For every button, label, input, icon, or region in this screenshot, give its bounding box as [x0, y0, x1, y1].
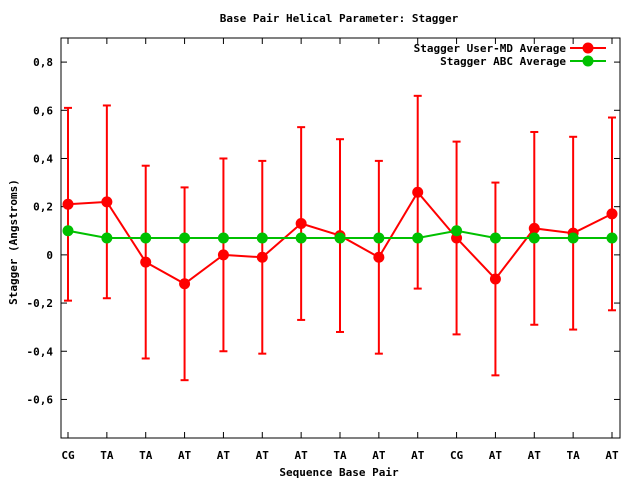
x-tick-label: AT — [256, 449, 270, 462]
x-tick-label: AT — [489, 449, 503, 462]
x-tick-label: AT — [605, 449, 619, 462]
data-point-abc — [489, 232, 501, 244]
x-tick-label: AT — [528, 449, 542, 462]
y-tick-label: 0,2 — [33, 201, 53, 214]
data-point-abc — [62, 225, 74, 237]
data-point-abc — [256, 232, 268, 244]
data-point-abc — [295, 232, 307, 244]
y-tick-label: -0,6 — [27, 393, 54, 406]
data-point-user-md — [528, 222, 540, 234]
x-tick-label: TA — [139, 449, 153, 462]
x-tick-label: AT — [217, 449, 231, 462]
data-point-user-md — [140, 256, 152, 268]
y-tick-label: 0,6 — [33, 104, 53, 117]
data-point-abc — [179, 232, 191, 244]
data-point-abc — [567, 232, 579, 244]
legend: Stagger User-MD Average Stagger ABC Aver… — [414, 42, 606, 68]
x-tick-label: TA — [333, 449, 347, 462]
data-point-user-md — [179, 278, 191, 290]
data-point-abc — [606, 232, 618, 244]
data-point-abc — [412, 232, 424, 244]
x-tick-label: CG — [450, 449, 464, 462]
data-point-user-md — [412, 186, 424, 198]
data-point-user-md — [489, 273, 501, 285]
y-tick-label: 0,4 — [33, 152, 53, 165]
data-point-user-md — [217, 249, 229, 261]
data-point-user-md — [256, 251, 268, 263]
x-tick-label: AT — [178, 449, 192, 462]
data-point-abc — [373, 232, 385, 244]
x-tick-label: AT — [411, 449, 425, 462]
data-point-abc — [140, 232, 152, 244]
legend-marker-abc — [582, 55, 594, 67]
x-tick-label: TA — [100, 449, 114, 462]
data-point-user-md — [62, 198, 74, 210]
y-tick-label: -0,4 — [27, 345, 54, 358]
data-point-abc — [101, 232, 113, 244]
y-tick-label: -0,2 — [27, 297, 54, 310]
data-point-abc — [528, 232, 540, 244]
legend-label-user-md: Stagger User-MD Average — [414, 42, 567, 55]
x-axis-label: Sequence Base Pair — [279, 466, 399, 479]
y-tick-label: 0,8 — [33, 56, 53, 69]
x-tick-label: CG — [61, 449, 75, 462]
x-tick-label: AT — [295, 449, 309, 462]
y-axis-label: Stagger (Angstroms) — [7, 179, 20, 305]
y-axis-ticks: -0,6 -0,4 -0,2 0 0,2 0,4 0,6 0,8 — [27, 56, 620, 406]
data-point-abc — [451, 225, 463, 237]
legend-label-abc: Stagger ABC Average — [440, 55, 566, 68]
series-layer — [62, 94, 618, 382]
data-point-user-md — [295, 218, 307, 230]
x-axis-ticks: CG TA TA AT AT AT AT TA AT AT CG AT AT TA AT — [61, 38, 619, 462]
data-point-user-md — [101, 196, 113, 208]
legend-marker-user-md — [582, 42, 594, 54]
data-point-abc — [334, 232, 346, 244]
x-tick-label: AT — [372, 449, 386, 462]
y-tick-label: 0 — [46, 249, 53, 262]
chart-title: Base Pair Helical Parameter: Stagger — [220, 12, 459, 25]
data-point-user-md — [606, 208, 618, 220]
data-point-user-md — [373, 251, 385, 263]
data-point-abc — [217, 232, 229, 244]
x-tick-label: TA — [567, 449, 581, 462]
